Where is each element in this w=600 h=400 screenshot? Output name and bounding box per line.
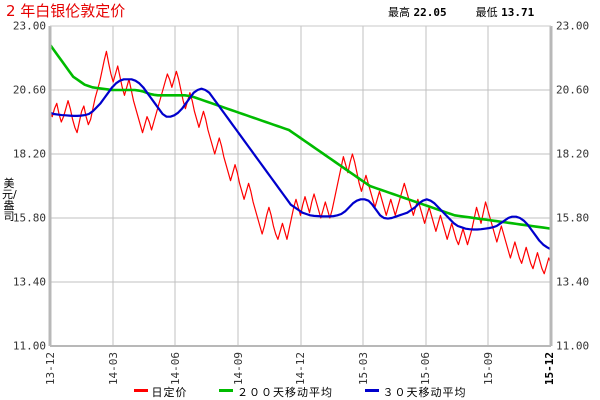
y-tick-left-4: 13.40 [12,275,46,289]
series-30天移动平均 [48,78,553,251]
y-tick-left-0: 23.00 [12,19,46,33]
high-low-summary: 最高 22.05 最低 13.71 [388,4,534,20]
y-tick-left-1: 20.60 [12,83,46,97]
legend-swatch-daily-price [133,388,148,392]
legend-swatch-ma30 [364,388,379,392]
grid-lines [49,25,552,347]
legend-item-ma30[interactable]: ３０天移动平均 [364,384,467,400]
legend-item-ma200[interactable]: ２００天移动平均 [219,384,333,400]
y-tick-left-5: 11.00 [12,339,46,353]
chart-legend: 日定价 ２００天移动平均 ３０天移动平均 [0,384,600,400]
low-label: 最低 [475,6,498,19]
y-tick-right-5: 11.00 [556,339,590,353]
y-tick-right-2: 18.20 [556,147,590,161]
legend-label-daily-price: 日定价 [151,386,188,399]
y-tick-right-4: 13.40 [556,275,590,289]
series-lines [48,43,553,275]
y-tick-right-3: 15.80 [556,211,590,225]
axis-frame [48,25,553,347]
legend-item-daily-price[interactable]: 日定价 [133,384,188,400]
chart-title: 2 年白银伦敦定价 [6,2,126,20]
low-value: 13.71 [501,6,535,19]
legend-label-ma30: ３０天移动平均 [382,386,467,399]
high-value: 22.05 [413,6,447,19]
series-日定价 [49,50,552,275]
legend-swatch-ma200 [219,388,233,392]
y-tick-left-3: 15.80 [12,211,46,225]
high-label: 最高 [388,6,410,19]
series-200天移动平均 [48,43,553,230]
y-tick-left-2: 18.20 [12,147,46,161]
y-tick-right-0: 23.00 [556,19,590,33]
legend-label-ma200: ２００天移动平均 [237,386,333,399]
y-tick-right-1: 20.60 [556,83,590,97]
y-axis-label: 美元/盎司 [2,177,17,223]
